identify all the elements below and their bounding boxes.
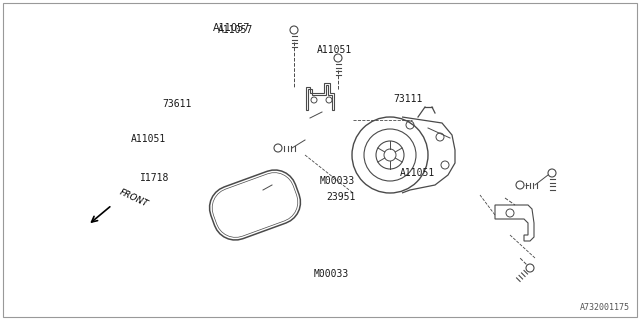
Circle shape — [526, 264, 534, 272]
Circle shape — [516, 181, 524, 189]
Text: M00033: M00033 — [320, 176, 355, 186]
Text: 73111: 73111 — [394, 94, 423, 104]
Circle shape — [548, 169, 556, 177]
Text: 73611: 73611 — [163, 99, 192, 109]
Circle shape — [290, 26, 298, 34]
Circle shape — [334, 54, 342, 62]
Text: A11051: A11051 — [131, 134, 166, 144]
Text: A11051: A11051 — [317, 44, 352, 55]
Text: 23951: 23951 — [326, 192, 355, 202]
Circle shape — [274, 144, 282, 152]
Text: I1718: I1718 — [140, 172, 170, 183]
Text: FRONT: FRONT — [118, 188, 150, 209]
Text: A11057: A11057 — [218, 25, 253, 36]
Text: A732001175: A732001175 — [580, 303, 630, 312]
Text: A11051: A11051 — [400, 168, 435, 178]
Text: A11057: A11057 — [212, 23, 250, 33]
Text: M00033: M00033 — [314, 268, 349, 279]
